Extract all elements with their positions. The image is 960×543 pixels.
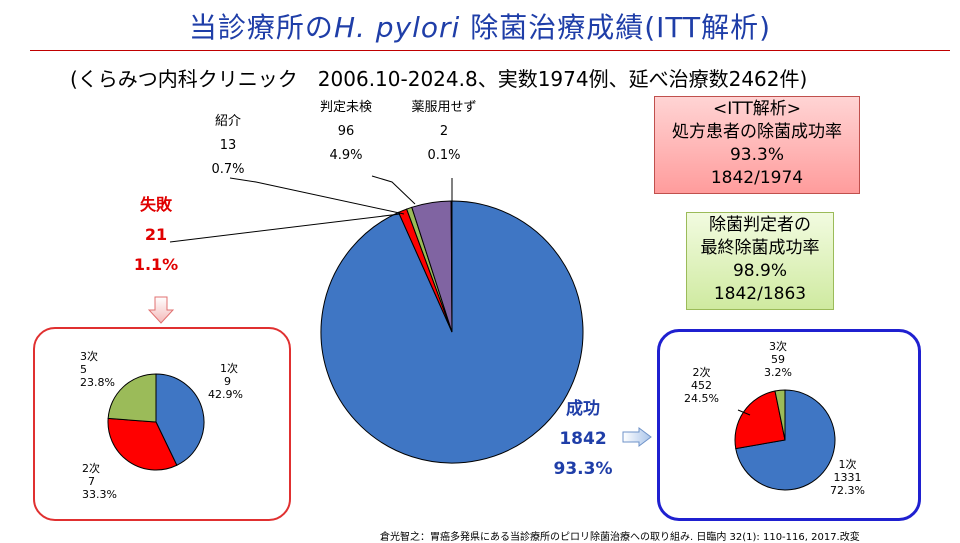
succ-first-pct: 72.3% [830, 484, 865, 497]
succ-second-name: 2次 [692, 366, 711, 379]
label-success-value: 1842 [559, 429, 607, 449]
fail-label-third: 3次 5 23.8% [80, 350, 115, 389]
label-fail: 失敗 21 1.1% [126, 190, 186, 280]
label-fail-value: 21 [144, 225, 168, 244]
succ-first-value: 1331 [833, 471, 862, 484]
leader-small-second [737, 409, 751, 416]
final-line1: 除菌判定者の [709, 215, 811, 235]
label-notaken: 薬服用せず 2 0.1% [400, 98, 488, 165]
title-prefix: 当診療所の [188, 11, 334, 44]
final-success-box: 除菌判定者の 最終除菌成功率 98.9% 1842/1863 [686, 212, 834, 310]
label-notaken-pct: 0.1% [427, 148, 461, 163]
subtitle: (くらみつ内科クリニック 2006.10-2024.8、実数1974例、延べ治療… [70, 67, 808, 91]
title-italic: H. pylori [333, 11, 461, 44]
fail-second-name: 2次 [82, 462, 100, 475]
fail-second-pct: 33.3% [82, 488, 117, 501]
success-breakdown-slice-third [774, 389, 786, 441]
label-success-name: 成功 [566, 399, 600, 419]
itt-rate: 93.3% [729, 145, 784, 165]
slide-title: 当診療所のH. pylori 除菌治療成績(ITT解析) [0, 6, 960, 46]
label-notaken-value: 2 [439, 124, 449, 139]
footnote: 倉光智之：胃癌多発県にある当診療所のピロリ除菌治療への取り組み. 日臨内 32(… [380, 532, 860, 543]
final-ratio: 1842/1863 [713, 284, 807, 304]
label-untested-pct: 4.9% [329, 148, 363, 163]
fail-first-value: 9 [224, 375, 231, 388]
itt-ratio: 1842/1974 [710, 168, 804, 188]
fail-label-first: 1次 9 42.9% [208, 362, 243, 401]
leader-lines [169, 175, 751, 416]
final-line2: 最終除菌成功率 [700, 238, 820, 258]
fail-breakdown-slice-first [155, 373, 205, 466]
fail-first-name: 1次 [220, 362, 238, 375]
label-success: 成功 1842 93.3% [548, 394, 618, 484]
label-refer-pct: 0.7% [211, 162, 245, 177]
success-breakdown-pie [734, 389, 836, 491]
success-breakdown-frame [657, 329, 921, 521]
label-success-pct: 93.3% [553, 459, 613, 479]
label-notaken-name: 薬服用せず [411, 100, 477, 115]
success-breakdown-slice-second [734, 390, 786, 450]
itt-success-box: <ITT解析> 処方患者の除菌成功率 93.3% 1842/1974 [654, 96, 860, 194]
label-fail-pct: 1.1% [133, 255, 179, 274]
main-pie [320, 200, 584, 464]
succ-third-value: 59 [770, 353, 785, 366]
fail-label-second: 2次 7 33.3% [82, 462, 117, 501]
label-fail-name: 失敗 [139, 195, 172, 214]
succ-first-name: 1次 [838, 458, 857, 471]
fail-third-name: 3次 [80, 350, 98, 363]
title-underline [30, 50, 950, 51]
itt-desc: 処方患者の除菌成功率 [672, 122, 842, 142]
title-suffix: 除菌治療成績(ITT解析) [460, 11, 772, 44]
label-untested: 判定未検 96 4.9% [306, 98, 386, 165]
fail-first-pct: 42.9% [208, 388, 243, 401]
succ-third-name: 3次 [768, 340, 787, 353]
final-rate: 98.9% [732, 261, 787, 281]
label-refer-name: 紹介 [214, 114, 241, 129]
succ-label-third: 3次 59 3.2% [764, 340, 792, 379]
fail-third-pct: 23.8% [80, 376, 115, 389]
label-untested-value: 96 [337, 124, 355, 139]
succ-third-pct: 3.2% [764, 366, 792, 379]
succ-label-first: 1次 1331 72.3% [830, 458, 865, 497]
right-arrow-icon [622, 427, 652, 447]
down-arrow-icon [148, 296, 174, 324]
leader-untested [371, 175, 416, 205]
succ-second-value: 452 [690, 379, 712, 392]
fail-breakdown-slice-second [107, 417, 178, 471]
leader-refer [229, 177, 405, 215]
label-untested-name: 判定未検 [319, 100, 372, 115]
fail-second-value: 7 [88, 475, 95, 488]
label-refer-value: 13 [219, 138, 237, 153]
itt-heading: <ITT解析> [713, 99, 801, 119]
fail-third-value: 5 [80, 363, 87, 376]
leader-fail [169, 213, 401, 243]
succ-label-second: 2次 452 24.5% [684, 366, 719, 405]
fail-breakdown-pie [107, 373, 205, 471]
label-refer: 紹介 13 0.7% [200, 112, 256, 179]
fail-breakdown-frame [33, 327, 291, 521]
succ-second-pct: 24.5% [684, 392, 719, 405]
fail-breakdown-slice-third [107, 373, 157, 423]
